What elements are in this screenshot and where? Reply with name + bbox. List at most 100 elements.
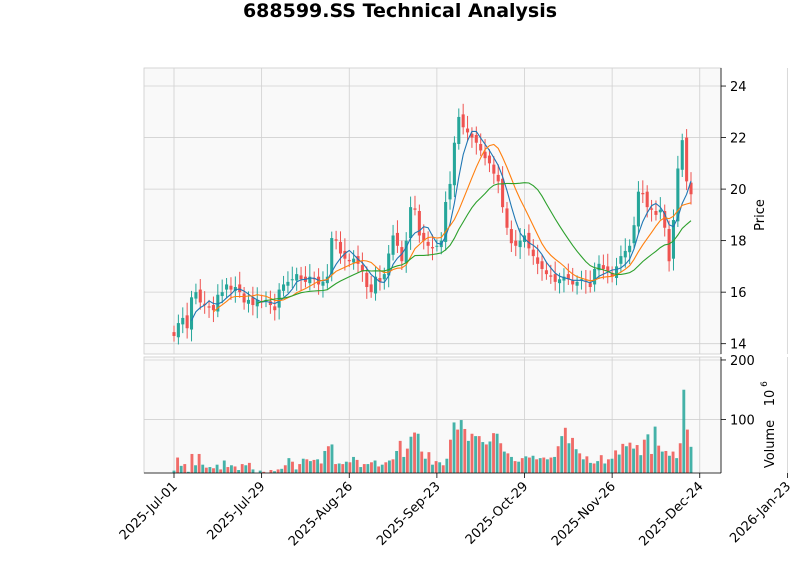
candle-body — [286, 281, 290, 286]
volume-bar — [201, 464, 205, 473]
candle-body — [514, 240, 518, 246]
candle-body — [181, 317, 185, 325]
candle-body — [571, 280, 575, 285]
candle-body — [444, 201, 448, 242]
volume-bar — [431, 464, 434, 473]
candle-body — [575, 281, 579, 286]
volume-bar — [308, 461, 312, 473]
volume-bar — [183, 464, 187, 473]
volume-bar — [502, 451, 506, 473]
candle-body — [409, 207, 413, 239]
volume-bar — [463, 428, 467, 473]
candle-body — [619, 256, 623, 264]
volume-bar — [269, 470, 273, 473]
x-tick-label: 2025-Oct-29 — [463, 479, 531, 547]
volume-bar — [298, 464, 302, 473]
volume-bar — [528, 457, 531, 473]
volume-bar — [186, 471, 190, 473]
candle-body — [238, 284, 242, 293]
volume-bar — [359, 467, 363, 473]
volume-bar — [513, 461, 517, 473]
candle-body — [676, 168, 680, 222]
candle-body — [632, 225, 636, 244]
volume-bar — [384, 462, 388, 473]
volume-bar — [276, 469, 280, 473]
price-tick-label: 20 — [730, 183, 747, 198]
volume-bar — [466, 440, 470, 473]
volume-tick-label: 100 — [730, 413, 755, 428]
volume-bar — [262, 471, 266, 473]
candle-body — [452, 142, 456, 186]
candle-body — [628, 245, 632, 253]
volume-bar — [197, 453, 201, 473]
volume-bar — [685, 429, 689, 473]
candle-body — [422, 232, 426, 241]
candle-body — [404, 240, 408, 263]
candles — [172, 103, 693, 345]
candle-body — [216, 294, 220, 312]
candle-body — [330, 238, 334, 275]
volume-bar — [434, 461, 438, 473]
volume-bar — [585, 456, 589, 473]
price-tick-label: 18 — [730, 235, 747, 250]
volume-bar — [567, 443, 571, 473]
volume-bar — [319, 463, 323, 473]
x-tick-label: 2025-Sep-23 — [374, 479, 444, 549]
volume-bar — [470, 433, 474, 473]
volume-bar — [251, 469, 255, 473]
volume-bar — [635, 445, 639, 473]
volume-bar — [190, 453, 194, 473]
volume-bar — [362, 464, 366, 473]
candle-body — [671, 220, 676, 259]
candle-body — [588, 283, 592, 288]
volume-bar — [542, 457, 546, 473]
candle-body — [220, 292, 224, 297]
volume-bar — [639, 455, 643, 473]
candle-body — [501, 178, 505, 208]
candle-body — [395, 232, 399, 246]
candle-body — [343, 250, 347, 259]
candle-body — [623, 250, 627, 258]
volume-bar — [226, 467, 230, 473]
candle-body — [290, 279, 294, 281]
volume-bar — [617, 454, 621, 473]
x-tick-label: 2025-Jul-01 — [117, 479, 181, 543]
x-tick-label: 2025-Nov-26 — [549, 479, 619, 549]
candle-body — [387, 253, 391, 276]
volume-bar — [212, 468, 215, 473]
candle-body — [483, 151, 487, 159]
volume-bar — [222, 460, 226, 473]
volume-bar — [449, 439, 452, 473]
candle-body — [229, 285, 233, 290]
volume-bar — [492, 433, 495, 473]
volume-bar — [650, 453, 653, 473]
candle-body — [562, 276, 566, 281]
volume-bar — [427, 452, 431, 473]
candle-body — [273, 306, 277, 311]
volume-bar — [589, 462, 592, 473]
volume-bar — [499, 443, 503, 473]
candle-body — [369, 284, 373, 293]
candle-body — [225, 284, 229, 290]
volume-bar — [373, 460, 377, 473]
candle-body — [680, 140, 684, 170]
volume-bar — [291, 461, 294, 473]
candle-body — [360, 265, 364, 272]
price-tick-label: 14 — [730, 338, 747, 353]
candle-body — [382, 274, 386, 280]
volume-bar — [517, 461, 521, 473]
candle-body — [172, 332, 176, 336]
volume-bar — [506, 453, 510, 473]
candle-body — [645, 191, 649, 208]
volume-bar — [219, 469, 223, 473]
volume-axis-label-group: Volume 10 6 — [760, 381, 778, 468]
volume-bar — [294, 469, 298, 473]
volume-bar — [330, 444, 334, 473]
volume-axis-exponent-base: 10 — [763, 390, 778, 407]
candle-body — [614, 266, 619, 278]
candle-body — [308, 276, 312, 284]
candle-body — [509, 229, 513, 244]
volume-bar — [664, 450, 668, 473]
volume-bar — [334, 464, 337, 473]
volume-bar — [531, 455, 535, 473]
